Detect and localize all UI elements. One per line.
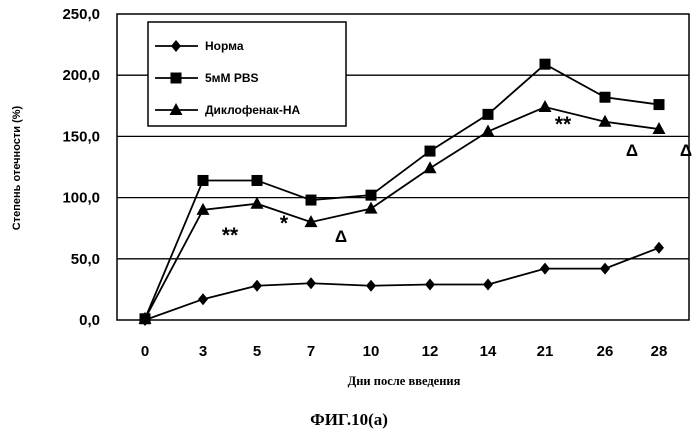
x-tick-label: 5 <box>253 343 261 360</box>
data-point <box>600 263 610 275</box>
significance-marker: * <box>280 212 289 235</box>
x-tick-label: 28 <box>651 343 668 360</box>
data-point <box>654 99 665 110</box>
data-point <box>366 280 376 292</box>
data-point <box>366 190 377 201</box>
figure-caption: ФИГ.10(а) <box>0 410 698 430</box>
x-axis-label: Дни после введения <box>348 374 461 388</box>
data-point <box>540 59 551 70</box>
x-tick-label: 12 <box>422 343 439 360</box>
x-tick-label: 7 <box>307 343 315 360</box>
significance-marker: Δ <box>626 141 638 160</box>
data-point <box>251 197 264 209</box>
significance-marker: Δ <box>680 141 692 160</box>
series-line <box>145 107 659 319</box>
data-point <box>425 279 435 291</box>
y-tick-label: 100,0 <box>62 190 100 207</box>
significance-marker: Δ <box>335 227 347 246</box>
legend-label: Норма <box>205 39 244 53</box>
legend: Норма 5мМ PBS Диклофенак-НА <box>148 22 346 126</box>
data-point <box>483 109 494 120</box>
x-tick-label: 10 <box>363 343 380 360</box>
x-tick-label: 14 <box>480 343 497 360</box>
data-point <box>425 146 436 157</box>
x-tick-label: 3 <box>199 343 207 360</box>
y-tick-label: 0,0 <box>79 312 100 329</box>
x-tick-label: 21 <box>537 343 554 360</box>
data-point <box>306 277 316 289</box>
y-axis-ticks: 0,0 50,0 100,0 150,0 200,0 250,0 <box>62 6 100 329</box>
legend-label: 5мМ PBS <box>205 71 259 85</box>
y-tick-label: 200,0 <box>62 67 100 84</box>
series-2 <box>139 100 666 324</box>
data-point <box>252 280 262 292</box>
x-axis-ticks: 0 3 5 7 10 12 14 21 26 28 <box>141 343 668 360</box>
data-point <box>539 100 552 112</box>
data-point <box>306 195 317 206</box>
legend-label: Диклофенак-НА <box>205 103 300 117</box>
legend-marker <box>171 73 182 84</box>
y-tick-label: 50,0 <box>71 251 100 268</box>
data-point <box>540 263 550 275</box>
data-point <box>198 175 209 186</box>
data-point <box>483 279 493 291</box>
x-tick-label: 0 <box>141 343 149 360</box>
y-tick-label: 250,0 <box>62 6 100 23</box>
chart: 0,0 50,0 100,0 150,0 200,0 250,0 0 3 5 7 10 12 14 21… <box>0 0 698 445</box>
significance-marker: ** <box>222 224 239 247</box>
data-point <box>654 242 664 254</box>
legend-entry-2: Диклофенак-НА <box>155 103 300 117</box>
data-point <box>198 293 208 305</box>
data-point <box>424 161 437 173</box>
data-point <box>252 175 263 186</box>
data-point <box>600 92 611 103</box>
significance-marker: ** <box>555 113 572 136</box>
x-tick-label: 26 <box>597 343 614 360</box>
data-point <box>365 202 378 214</box>
y-axis-label: Степень отечности (%) <box>11 105 23 230</box>
y-tick-label: 150,0 <box>62 128 100 145</box>
legend-entry-1: 5мМ PBS <box>155 71 259 85</box>
series-0 <box>140 242 664 326</box>
